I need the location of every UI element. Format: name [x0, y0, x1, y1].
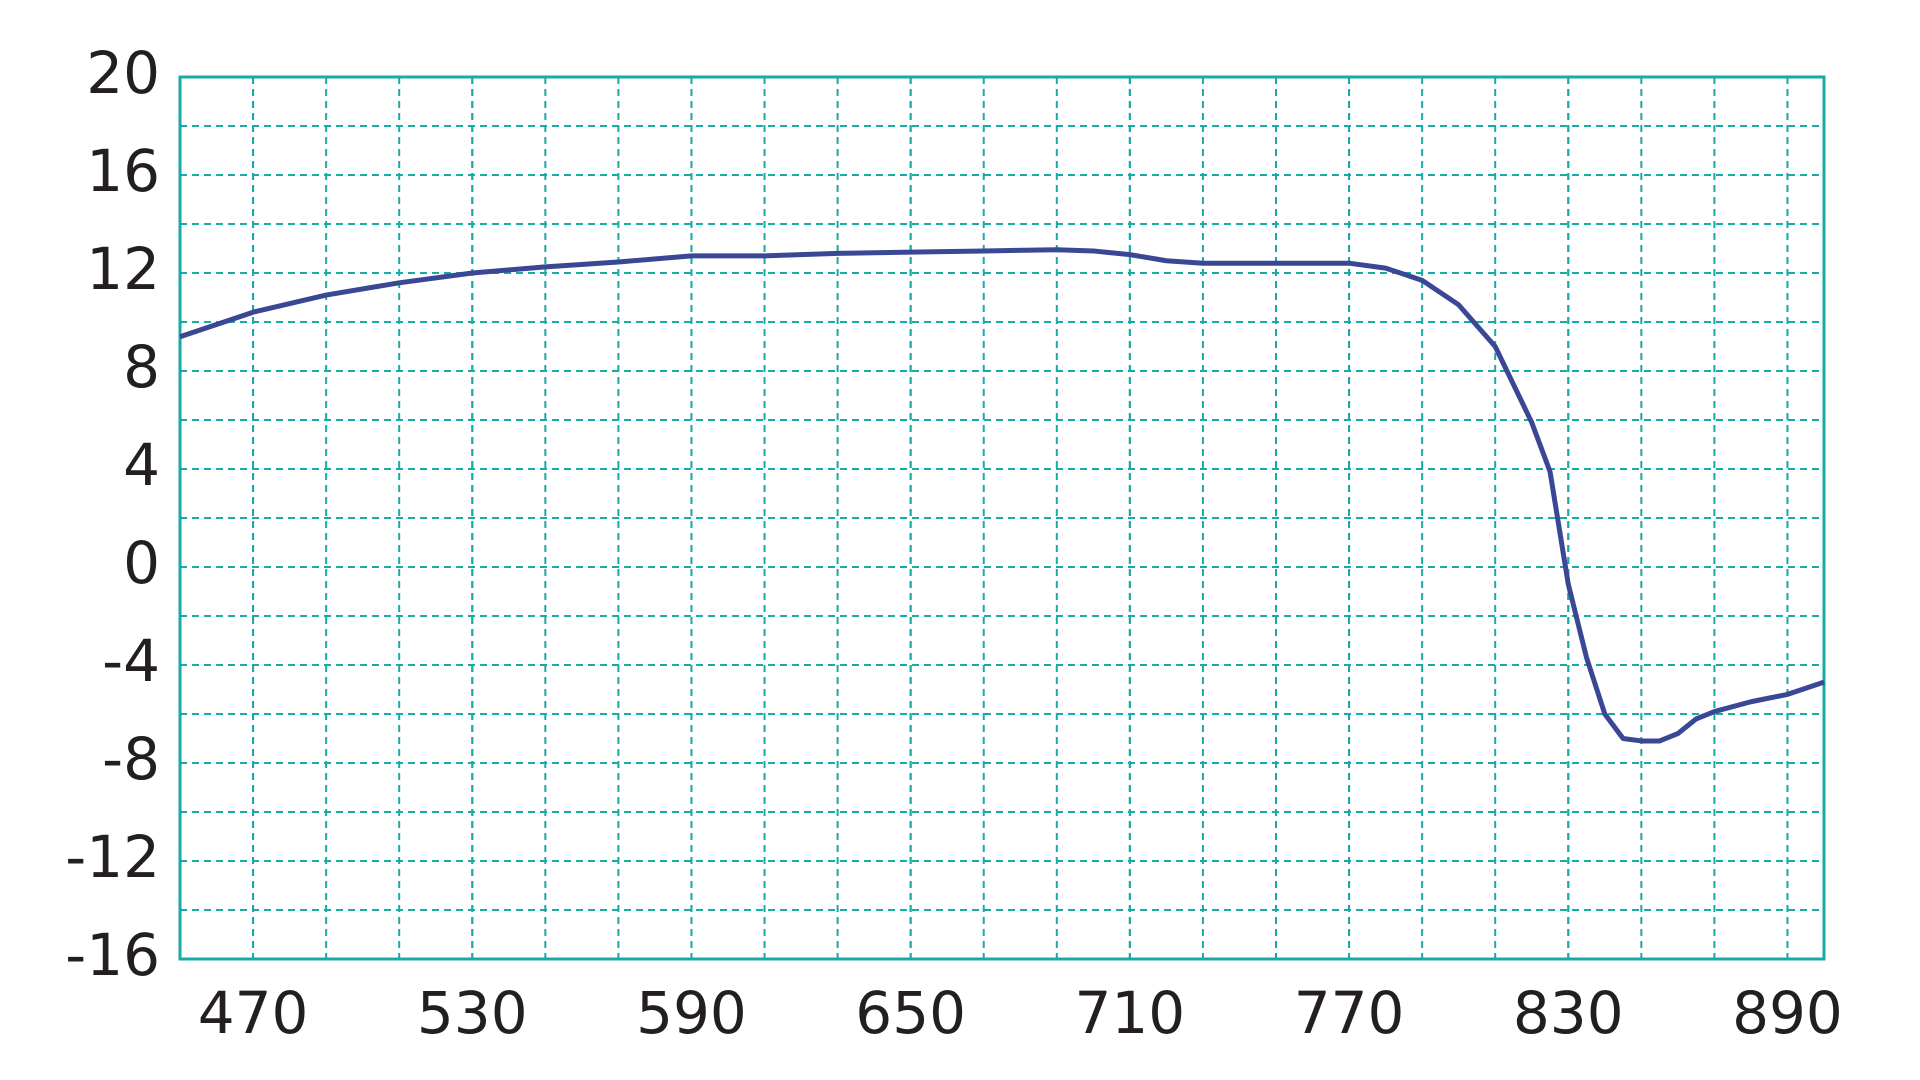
x-tick-label: 770 — [1294, 979, 1405, 1047]
y-tick-label: -4 — [102, 627, 160, 695]
y-tick-label: -16 — [65, 921, 160, 989]
y-tick-label: 4 — [123, 431, 160, 499]
x-tick-label: 530 — [417, 979, 528, 1047]
x-tick-label: 470 — [198, 979, 309, 1047]
x-tick-label: 890 — [1732, 979, 1843, 1047]
plot-frame — [178, 75, 1826, 961]
x-tick-label: 590 — [636, 979, 747, 1047]
y-tick-label: 12 — [86, 235, 160, 303]
y-tick-label: 20 — [86, 39, 160, 107]
y-tick-label: 0 — [123, 529, 160, 597]
x-tick-label: 710 — [1075, 979, 1186, 1047]
x-tick-label: 650 — [855, 979, 966, 1047]
y-tick-label: -8 — [102, 725, 160, 793]
y-tick-label: 8 — [123, 333, 160, 401]
y-tick-label: -12 — [65, 823, 160, 891]
data-line — [179, 247, 1825, 744]
x-tick-label: 830 — [1513, 979, 1624, 1047]
y-tick-label: 16 — [86, 137, 160, 205]
